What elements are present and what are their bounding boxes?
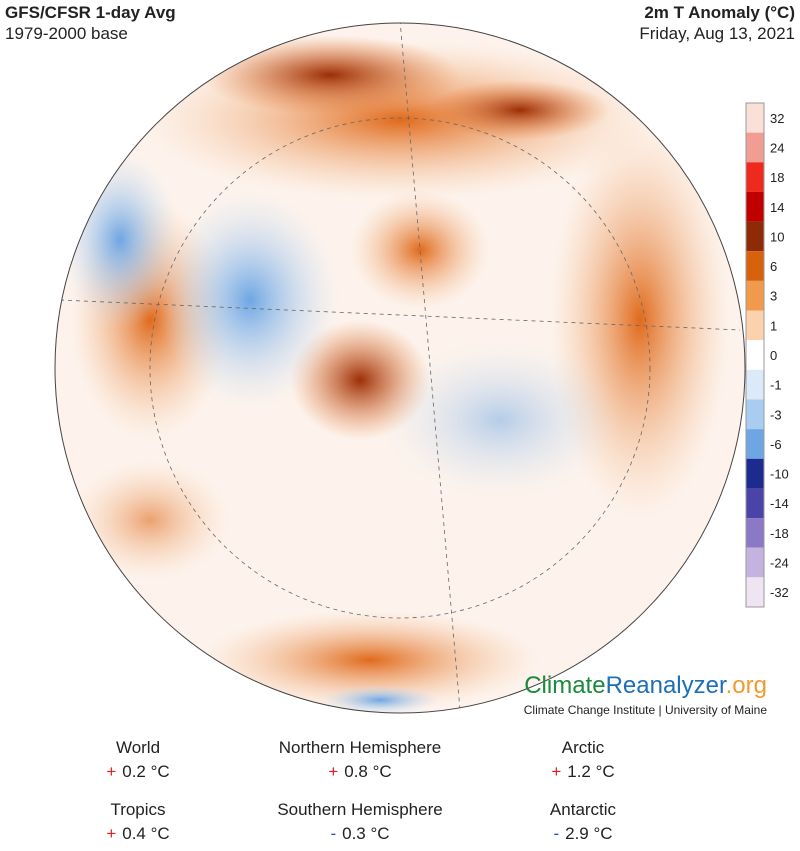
colorbar-cell <box>746 191 764 222</box>
logo-part: Climate <box>524 672 605 699</box>
colorbar-cell <box>746 518 764 548</box>
stat-number: 0.8 °C <box>344 762 391 781</box>
stat-value: +0.2 °C <box>106 762 169 781</box>
colorbar-cell <box>746 458 764 489</box>
stat-value: +1.2 °C <box>551 762 614 781</box>
stat-region: Antarctic <box>550 800 617 819</box>
stat-region: Southern Hemisphere <box>277 800 442 819</box>
stat-region: World <box>116 738 160 757</box>
colorbar-cell <box>746 369 764 400</box>
colorbar-label: -18 <box>770 526 789 541</box>
globe-map <box>55 23 745 713</box>
colorbar-label: -1 <box>770 378 782 393</box>
colorbar-cell <box>746 103 764 133</box>
colorbar-cell <box>746 310 764 341</box>
stat-sign: + <box>106 824 116 843</box>
colorbar-cell <box>746 577 764 607</box>
colorbar-cell <box>746 429 764 459</box>
colorbar-label: -32 <box>770 585 789 600</box>
variable: 2m T Anomaly (°C) <box>644 3 795 22</box>
date: Friday, Aug 13, 2021 <box>639 24 795 43</box>
title: GFS/CFSR 1-day Avg <box>5 3 176 22</box>
colorbar-cell <box>746 280 764 311</box>
stat-value: +0.4 °C <box>106 824 169 843</box>
colorbar-frame <box>745 102 765 608</box>
colorbar-label: -24 <box>770 556 789 571</box>
colorbar-label: -10 <box>770 467 789 482</box>
stat-value: -0.3 °C <box>330 824 389 843</box>
logo-credit: Climate Change Institute | University of… <box>524 703 768 717</box>
globe-outline <box>54 22 746 714</box>
colorbar-label: 32 <box>770 111 784 126</box>
colorbar-cell <box>746 221 764 252</box>
colorbar-label: 6 <box>770 259 777 274</box>
colorbar-label: 1 <box>770 318 777 333</box>
stat-number: 0.3 °C <box>342 824 389 843</box>
stat-region: Northern Hemisphere <box>279 738 442 757</box>
colorbar-label: 3 <box>770 289 777 304</box>
stat-value: -2.9 °C <box>553 824 612 843</box>
stat-sign: + <box>551 762 561 781</box>
colorbar-cell <box>746 251 764 281</box>
colorbar-label: -6 <box>770 437 782 452</box>
colorbar-label: 14 <box>770 200 784 215</box>
stat-region: Tropics <box>110 800 165 819</box>
subtitle: 1979-2000 base <box>5 24 128 43</box>
colorbar-label: 10 <box>770 229 784 244</box>
colorbar-label: 0 <box>770 348 777 363</box>
logo: ClimateReanalyzer.org <box>524 672 767 699</box>
stat-number: 0.4 °C <box>122 824 169 843</box>
stat-number: 2.9 °C <box>565 824 612 843</box>
colorbar-cell <box>746 132 764 163</box>
stat-number: 1.2 °C <box>567 762 614 781</box>
colorbar-cell <box>746 162 764 192</box>
colorbar-cell <box>746 547 764 578</box>
stat-sign: + <box>106 762 116 781</box>
stat-sign: + <box>328 762 338 781</box>
colorbar-cell <box>746 340 764 370</box>
stat-value: +0.8 °C <box>328 762 391 781</box>
logo-part: Reanalyzer <box>606 672 727 699</box>
colorbar-cell <box>746 488 764 519</box>
stat-number: 0.2 °C <box>122 762 169 781</box>
colorbar-cell <box>746 399 764 430</box>
colorbar-label: -14 <box>770 496 789 511</box>
colorbar-label: -3 <box>770 407 782 422</box>
logo-part: .org <box>726 672 767 699</box>
stat-region: Arctic <box>562 738 605 757</box>
stat-sign: - <box>330 824 336 843</box>
stat-sign: - <box>553 824 559 843</box>
colorbar-label: 24 <box>770 140 784 155</box>
colorbar-label: 18 <box>770 170 784 185</box>
